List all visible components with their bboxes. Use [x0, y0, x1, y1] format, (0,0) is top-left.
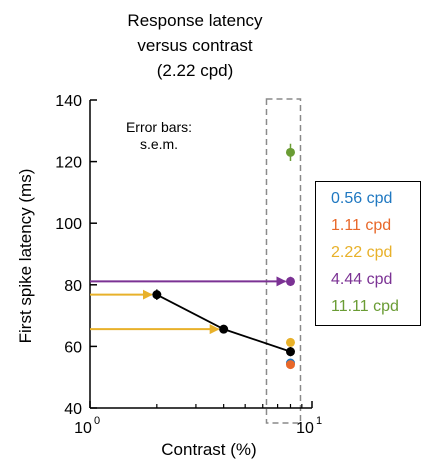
x-tick-label-1: 10: [296, 420, 314, 437]
y-tick-label-80: 80: [64, 278, 82, 295]
x-tick-label-0: 10: [74, 420, 92, 437]
y-tick-label-40: 40: [64, 401, 82, 418]
legend-item-11-11-cpd: 11.11 cpd: [331, 298, 399, 316]
point-series-0-2: [286, 347, 295, 356]
y-tick-label-120: 120: [55, 155, 82, 172]
y-tick-label-140: 140: [55, 93, 82, 110]
point-series-5-0: [286, 148, 295, 157]
legend-item-4-44-cpd: 4.44 cpd: [331, 271, 392, 289]
point-series-2-0: [286, 360, 295, 369]
x-axis-label: Contrast (%): [161, 440, 256, 459]
legend: 0.56 cpd 1.11 cpd 2.22 cpd 4.44 cpd 11.1…: [315, 181, 421, 326]
point-series-3-0: [286, 338, 295, 347]
y-tick-label-60: 60: [64, 339, 82, 356]
legend-item-1-11-cpd: 1.11 cpd: [331, 217, 391, 235]
x-tick-exponent-1: 1: [316, 415, 322, 427]
series-line-2-22-cpd: [157, 295, 291, 352]
highlight-box: [266, 99, 300, 423]
x-tick-exponent-0: 0: [94, 415, 100, 427]
point-series-0-1: [219, 325, 228, 334]
legend-item-2-22-cpd: 2.22 cpd: [331, 244, 392, 262]
point-series-0-0: [152, 290, 161, 299]
y-tick-label-100: 100: [55, 216, 82, 233]
y-axis-label: First spike latency (ms): [16, 169, 35, 344]
legend-item-0-56-cpd: 0.56 cpd: [331, 190, 392, 208]
point-series-4-0: [286, 277, 295, 286]
